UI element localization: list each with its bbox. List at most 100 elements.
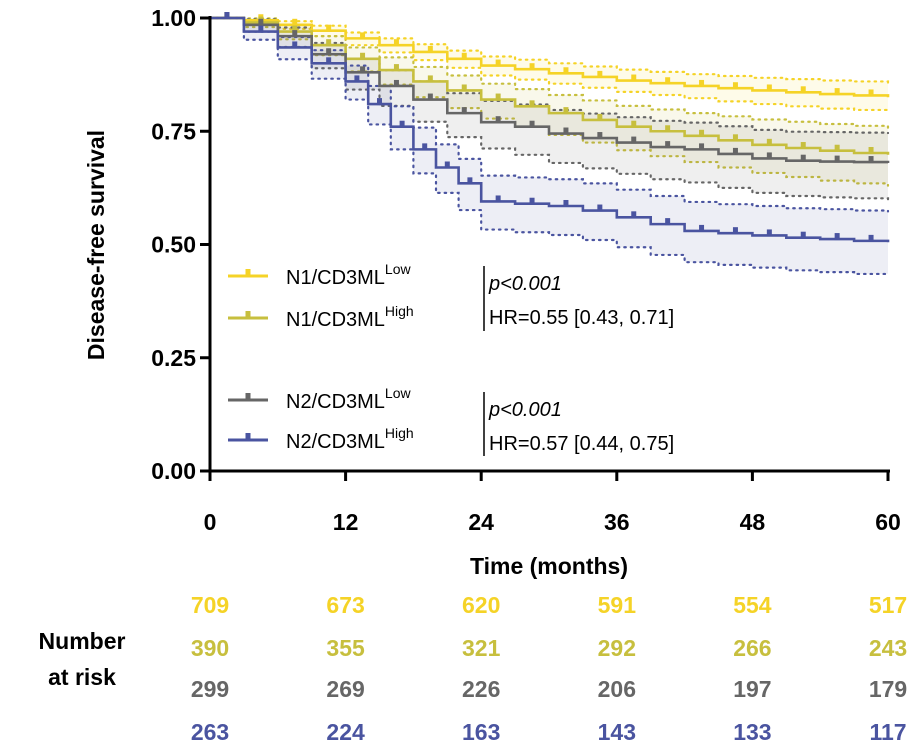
risk-count: 355 (326, 635, 365, 661)
legend-swatch-tick-3 (245, 433, 251, 441)
legend: N1/CD3MLLow N1/CD3MLHigh N2/CD3ML Low N2/CD3… (228, 261, 674, 456)
legend-swatch-tick-0 (245, 269, 251, 277)
legend-label-0: N1/CD3MLLow (286, 261, 411, 289)
legend-label-name: N2/CD3ML (286, 431, 385, 453)
censor-mark-3-9 (444, 161, 450, 169)
ci-band-3 (210, 18, 888, 276)
censor-mark-3-3 (292, 41, 298, 49)
censor-mark-2-12 (597, 132, 603, 140)
legend-label-3: N2/CD3MLHigh (286, 425, 414, 453)
survival-curves (210, 12, 890, 243)
censor-mark-3-10 (467, 177, 473, 185)
y-tick-label: 0.75 (151, 118, 196, 144)
x-tick-label: 24 (468, 509, 494, 535)
censor-mark-2-9 (495, 116, 501, 124)
censor-mark-1-15 (699, 129, 705, 137)
x-tick-label: 0 (204, 509, 217, 535)
risk-count: 269 (326, 676, 364, 702)
censor-mark-0-10 (529, 63, 535, 71)
censor-mark-3-12 (529, 197, 535, 205)
survival-curve-1 (210, 16, 890, 155)
risk-count: 197 (733, 676, 771, 702)
y-axis-title: Disease-free survival (83, 130, 109, 360)
risk-count: 224 (326, 719, 365, 745)
risk-count: 163 (462, 719, 500, 745)
risk-count: 226 (462, 676, 500, 702)
risk-count: 263 (191, 719, 229, 745)
censor-mark-0-11 (563, 67, 569, 75)
ci-upper-line-0 (208, 16, 890, 84)
censor-mark-1-8 (461, 84, 467, 92)
y-tick-label: 0.50 (151, 232, 196, 258)
p-value-label: p<0.001 (488, 273, 562, 295)
ci-lower-line-2 (208, 16, 890, 201)
risk-count: 299 (191, 676, 229, 702)
survival-curve-0 (210, 16, 890, 98)
y-tick-label: 0.00 (151, 458, 196, 484)
censor-mark-3-5 (354, 75, 360, 83)
x-tick-label: 60 (875, 509, 901, 535)
censor-mark-1-19 (834, 144, 840, 152)
censor-mark-0-18 (800, 86, 806, 94)
risk-count: 591 (598, 592, 637, 618)
legend-label-superscript: High (385, 303, 414, 319)
censor-mark-2-14 (665, 141, 671, 149)
p-value-label: p<0.001 (488, 399, 562, 421)
censor-mark-0-16 (732, 82, 738, 90)
censor-mark-1-12 (597, 113, 603, 121)
x-tick-label: 12 (333, 509, 359, 535)
censor-mark-1-6 (393, 64, 399, 72)
censor-mark-1-3 (292, 25, 298, 33)
legend-label-superscript: Low (385, 261, 412, 277)
censor-mark-1-4 (326, 39, 332, 47)
censor-mark-3-1 (224, 12, 230, 19)
censor-mark-3-4 (326, 57, 332, 65)
censor-mark-3-8 (422, 143, 428, 151)
risk-count: 709 (191, 592, 229, 618)
censor-mark-3-20 (800, 231, 806, 239)
censor-mark-3-18 (732, 227, 738, 235)
censor-mark-1-17 (766, 138, 772, 146)
censor-mark-0-3 (292, 18, 298, 26)
censor-mark-1-16 (732, 134, 738, 142)
censor-mark-2-10 (529, 120, 535, 128)
censor-mark-3-21 (834, 233, 840, 241)
censor-mark-0-19 (834, 88, 840, 96)
censor-mark-0-7 (427, 45, 433, 53)
survival-curve-3 (210, 16, 890, 243)
censor-mark-0-13 (631, 74, 637, 82)
censor-mark-3-11 (495, 195, 501, 203)
risk-count: 143 (598, 719, 636, 745)
x-tick-label: 48 (740, 509, 766, 535)
risk-count: 620 (462, 592, 500, 618)
risk-count: 117 (869, 719, 906, 745)
hazard-ratio-label: HR=0.55 [0.43, 0.71] (489, 307, 674, 329)
legend-swatch-tick-1 (245, 311, 251, 319)
risk-count: 243 (869, 635, 907, 661)
legend-label-1: N1/CD3MLHigh (286, 303, 414, 331)
censor-mark-0-12 (597, 70, 603, 78)
censor-mark-3-6 (377, 98, 382, 106)
censor-mark-2-20 (868, 156, 874, 164)
risk-count: 673 (326, 592, 364, 618)
risk-count: 266 (733, 635, 771, 661)
risk-count: 390 (191, 635, 229, 661)
censor-mark-3-22 (868, 234, 874, 242)
risk-table-label-line1: Number (39, 628, 126, 654)
censor-mark-0-6 (393, 39, 399, 47)
censor-mark-0-9 (495, 59, 501, 67)
censor-mark-2-8 (461, 107, 467, 115)
legend-label-superscript: Low (385, 385, 412, 401)
risk-table: Number at risk 709 673 620 591 554 517 390 355 321… (39, 592, 908, 745)
x-axis-title: Time (months) (470, 553, 628, 579)
censor-mark-2-11 (563, 127, 569, 135)
censor-mark-1-14 (665, 125, 671, 133)
axes: 0.00 0.25 0.50 0.75 1.00 0 12 24 36 48 60 Time (mon… (83, 5, 901, 579)
risk-count: 292 (598, 635, 636, 661)
censor-mark-1-9 (495, 93, 501, 101)
censor-mark-3-13 (563, 199, 569, 207)
censor-mark-2-4 (326, 48, 332, 56)
ci-upper-line-1 (208, 16, 890, 129)
